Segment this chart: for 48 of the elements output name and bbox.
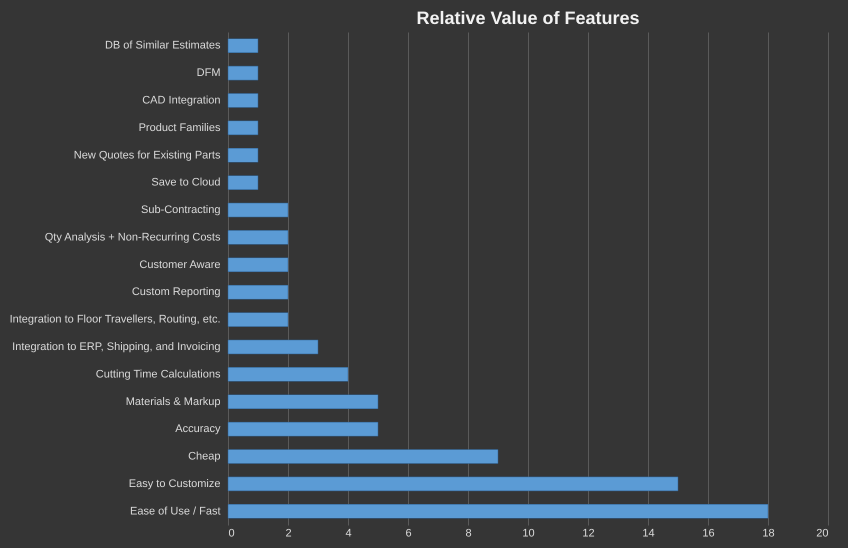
y-tick-label: Easy to Customize xyxy=(128,478,220,490)
y-tick-label: Sub-Contracting xyxy=(141,204,220,216)
y-tick-label: Custom Reporting xyxy=(132,286,220,298)
x-tick-label: 8 xyxy=(465,528,472,540)
x-tick-label: 2 xyxy=(285,528,292,540)
y-tick-label: Customer Aware xyxy=(139,258,220,271)
y-tick-label: Integration to ERP, Shipping, and Invoicing xyxy=(12,340,220,353)
bar xyxy=(228,93,258,108)
bar xyxy=(228,422,378,436)
y-tick-label: New Quotes for Existing Parts xyxy=(74,149,221,162)
bar xyxy=(228,175,258,190)
y-tick-label: DB of Similar Estimates xyxy=(104,40,221,52)
y-tick-label: Ease of Use / Fast xyxy=(130,505,220,518)
y-tick-label: CAD Integration xyxy=(142,94,220,106)
x-tick-label: 14 xyxy=(642,528,655,540)
y-tick-label: Cutting Time Calculations xyxy=(96,368,221,380)
bar xyxy=(228,504,768,519)
bar xyxy=(228,476,678,492)
bar xyxy=(228,394,378,409)
bar xyxy=(228,148,258,162)
y-tick-label: Qty Analysis + Non-Recurring Costs xyxy=(44,231,221,244)
x-tick-label: 16 xyxy=(702,528,715,540)
bar xyxy=(228,340,318,354)
bar xyxy=(228,202,288,218)
bar xyxy=(228,367,348,382)
y-tick-label: Save to Cloud xyxy=(151,176,220,189)
x-tick-label: 4 xyxy=(345,528,352,540)
y-tick-label: Cheap xyxy=(188,450,220,463)
x-tick-label: 6 xyxy=(405,528,412,540)
y-tick-label: Integration to Floor Travellers, Routing, etc. xyxy=(10,314,220,326)
x-tick-label: 20 xyxy=(816,528,828,540)
bar xyxy=(228,230,288,245)
x-tick-label: 0 xyxy=(228,528,235,540)
y-tick-label: Accuracy xyxy=(175,423,221,436)
bar xyxy=(228,38,258,53)
x-tick-label: 10 xyxy=(522,528,535,540)
bar xyxy=(228,312,288,327)
y-tick-label: Product Families xyxy=(138,122,221,134)
bar xyxy=(228,258,288,272)
bar xyxy=(228,120,258,136)
bar xyxy=(228,284,288,300)
y-tick-label: Materials & Markup xyxy=(126,396,220,408)
x-tick-label: 12 xyxy=(582,528,595,540)
bar xyxy=(228,66,258,80)
x-tick-label: 18 xyxy=(762,528,775,540)
chart-title: Relative Value of Features xyxy=(416,8,640,28)
y-tick-label: DFM xyxy=(196,67,220,80)
bar xyxy=(228,449,498,464)
